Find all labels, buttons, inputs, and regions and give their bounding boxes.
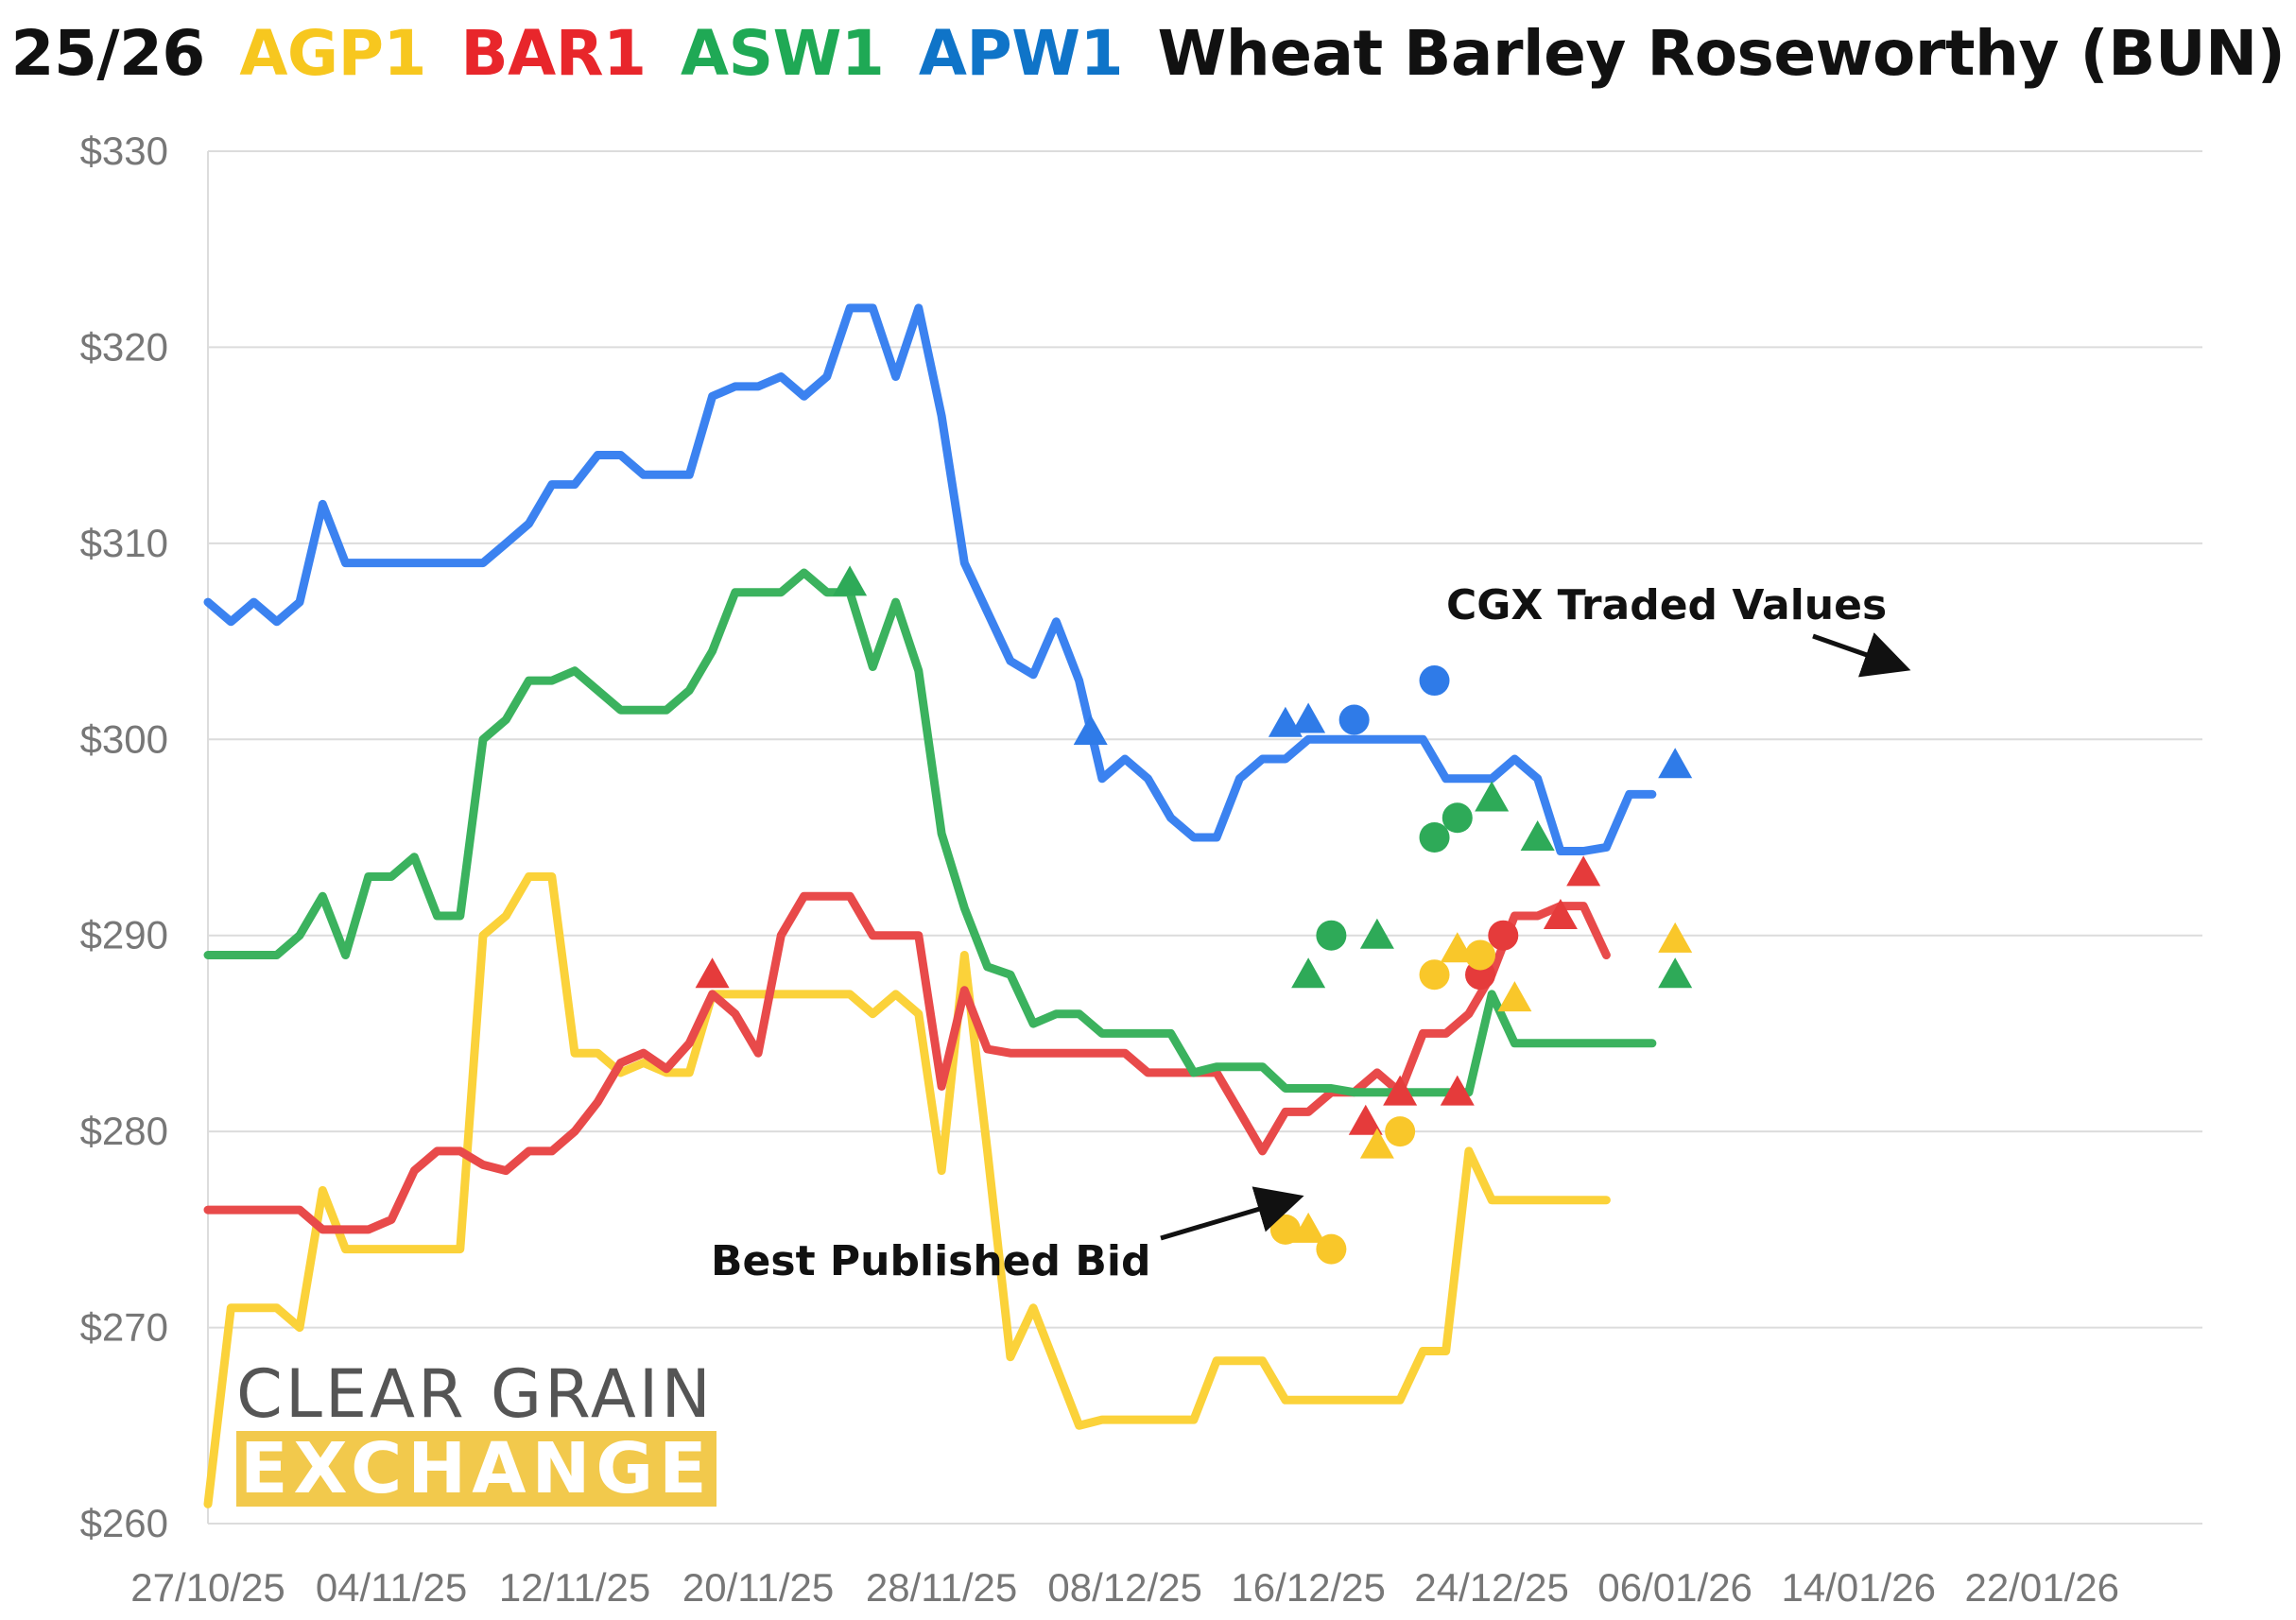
traded-circle-asw1: [1441, 802, 1473, 834]
y-tick-label: $300: [80, 716, 168, 761]
title-prefix: 25/26: [10, 17, 206, 90]
traded-triangle-asw1: [1291, 957, 1326, 989]
y-tick-label: $260: [80, 1501, 168, 1545]
x-tick-label: 27/10/25: [130, 1565, 285, 1610]
x-tick-label: 22/01/26: [1964, 1565, 2119, 1610]
traded-triangle-apw1: [1658, 748, 1693, 779]
x-tick-label: 28/11/25: [866, 1565, 1017, 1610]
series-line-asw1: [203, 568, 1657, 1097]
chart-title: 25/26 AGP1 BAR1 ASW1 APW1 Wheat Barley R…: [0, 17, 2296, 90]
x-axis: 27/10/25 04/11/25 12/11/25 20/11/25 28/11/25…: [130, 1565, 2119, 1610]
logo-line2: EXCHANGE: [236, 1431, 716, 1507]
title-agp1: AGP1: [239, 17, 426, 90]
traded-triangle-agp1: [1440, 932, 1475, 963]
annotations: CGX Traded Values Best Published Bid: [711, 581, 1911, 1285]
bpb-annotation: Best Published Bid: [711, 1237, 1150, 1285]
traded-circle-agp1: [1385, 1116, 1416, 1147]
traded-triangle-asw1: [1520, 820, 1555, 851]
series-line-agp1: [203, 872, 1611, 1508]
title-bar1: BAR1: [460, 17, 647, 90]
y-tick-label: $310: [80, 521, 168, 565]
traded-triangle-bar1: [1348, 1104, 1383, 1135]
grid: [207, 150, 2202, 1525]
traded-circle-asw1: [1419, 822, 1450, 853]
x-tick-label: 24/12/25: [1414, 1565, 1569, 1610]
x-tick-label: 04/11/25: [316, 1565, 467, 1610]
traded-triangle-asw1: [1658, 957, 1693, 989]
traded-triangle-agp1: [1497, 981, 1532, 1012]
traded-circle-agp1: [1465, 939, 1496, 971]
logo-line1: CLEAR GRAIN: [236, 1355, 714, 1433]
title-apw1: APW1: [918, 17, 1124, 90]
x-tick-label: 08/12/25: [1047, 1565, 1202, 1610]
series-lines: [203, 303, 1657, 1508]
traded-circle-bar1: [1488, 920, 1519, 951]
traded-triangle-bar1: [1543, 898, 1578, 929]
traded-triangle-agp1: [1291, 1212, 1326, 1243]
clear-grain-exchange-logo: CLEAR GRAIN EXCHANGE: [236, 1361, 716, 1507]
traded-circle-asw1: [1316, 920, 1347, 951]
traded-triangle-agp1: [1359, 1128, 1394, 1159]
x-tick-label: 14/01/26: [1781, 1565, 1936, 1610]
bpb-arrow: [1160, 1186, 1304, 1241]
traded-triangle-bar1: [1440, 1075, 1475, 1106]
y-tick-label: $290: [80, 913, 168, 957]
y-axis: $260 $270 $280 $290 $300 $310 $320 $330: [80, 129, 168, 1545]
cgx-arrow: [1812, 632, 1911, 678]
traded-triangle-asw1: [1475, 781, 1510, 812]
x-tick-label: 16/12/25: [1231, 1565, 1386, 1610]
traded-markers: [695, 565, 1693, 1265]
traded-triangle-bar1: [695, 957, 730, 989]
x-tick-label: 06/01/26: [1597, 1565, 1752, 1610]
y-tick-label: $270: [80, 1305, 168, 1350]
y-tick-label: $280: [80, 1109, 168, 1153]
traded-triangle-asw1: [833, 565, 868, 596]
traded-triangle-apw1: [1291, 702, 1326, 733]
traded-circle-apw1: [1419, 665, 1450, 697]
traded-triangle-bar1: [1566, 855, 1601, 887]
traded-triangle-agp1: [1658, 922, 1693, 953]
traded-circle-agp1: [1419, 959, 1450, 991]
series-line-bar1: [203, 891, 1611, 1234]
series-line-apw1: [203, 303, 1657, 855]
y-tick-label: $320: [80, 324, 168, 369]
traded-triangle-apw1: [1073, 714, 1108, 745]
traded-triangle-bar1: [1383, 1075, 1418, 1106]
title-asw1: ASW1: [680, 17, 885, 90]
x-tick-label: 20/11/25: [682, 1565, 834, 1610]
cgx-annotation: CGX Traded Values: [1446, 581, 1887, 629]
title-suffix: Wheat Barley Roseworthy (BUN): [1157, 17, 2286, 90]
y-tick-label: $330: [80, 129, 168, 173]
traded-triangle-asw1: [1359, 918, 1394, 949]
traded-circle-apw1: [1338, 704, 1370, 735]
x-tick-label: 12/11/25: [499, 1565, 650, 1610]
